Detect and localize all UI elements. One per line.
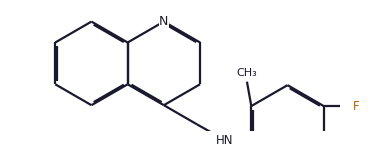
Text: HN: HN bbox=[216, 134, 233, 146]
Text: CH₃: CH₃ bbox=[236, 68, 257, 78]
Text: F: F bbox=[353, 100, 359, 113]
Text: N: N bbox=[159, 15, 169, 28]
